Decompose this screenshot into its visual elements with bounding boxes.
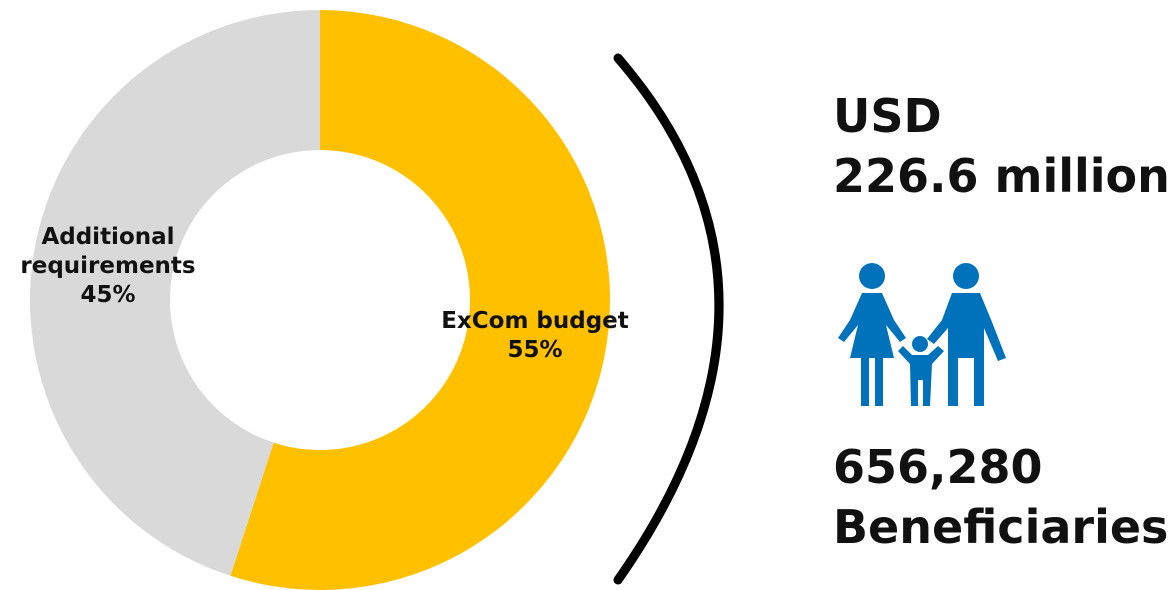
beneficiaries-count: 656,280 — [833, 440, 1043, 494]
beneficiaries-total: 656,280 Beneficiaries — [833, 437, 1168, 557]
slice-name-label: requirements — [20, 253, 195, 279]
slice-name-label: ExCom budget — [441, 308, 629, 334]
budget-currency: USD — [833, 89, 942, 143]
budget-total: USD 226.6 million — [833, 86, 1170, 206]
donut-slice — [230, 10, 610, 590]
family-icon — [838, 263, 1006, 406]
family-icon-shapes — [838, 263, 1006, 406]
slice-percent-label: 45% — [80, 282, 135, 308]
donut-slice — [29, 10, 320, 576]
slice-labels: ExCom budget 55% Additional requirements 45% — [20, 224, 628, 363]
budget-amount: 226.6 million — [833, 149, 1170, 203]
slice-percent-label: 55% — [507, 337, 562, 363]
bracket-arc — [613, 53, 724, 585]
donut-chart — [29, 10, 610, 590]
beneficiaries-label: Beneficiaries — [833, 500, 1169, 554]
slice-name-label: Additional — [41, 224, 174, 250]
